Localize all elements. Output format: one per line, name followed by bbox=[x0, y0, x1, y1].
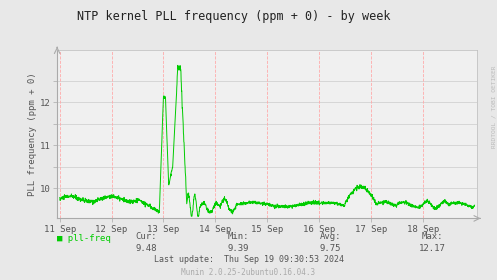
Text: 9.75: 9.75 bbox=[320, 244, 341, 253]
Text: Last update:  Thu Sep 19 09:30:53 2024: Last update: Thu Sep 19 09:30:53 2024 bbox=[154, 255, 343, 264]
Text: ■ pll-freq: ■ pll-freq bbox=[57, 234, 111, 243]
Text: 12.17: 12.17 bbox=[419, 244, 446, 253]
Text: NTP kernel PLL frequency (ppm + 0) - by week: NTP kernel PLL frequency (ppm + 0) - by … bbox=[77, 10, 390, 23]
Text: 9.39: 9.39 bbox=[228, 244, 249, 253]
Text: Max:: Max: bbox=[421, 232, 443, 241]
Y-axis label: PLL frequency (ppm + 0): PLL frequency (ppm + 0) bbox=[28, 73, 37, 196]
Text: RRDTOOL / TOBI OETIKER: RRDTOOL / TOBI OETIKER bbox=[491, 65, 496, 148]
Text: 9.48: 9.48 bbox=[136, 244, 158, 253]
Text: Min:: Min: bbox=[228, 232, 249, 241]
Text: Cur:: Cur: bbox=[136, 232, 158, 241]
Text: Munin 2.0.25-2ubuntu0.16.04.3: Munin 2.0.25-2ubuntu0.16.04.3 bbox=[181, 268, 316, 277]
Text: Avg:: Avg: bbox=[320, 232, 341, 241]
